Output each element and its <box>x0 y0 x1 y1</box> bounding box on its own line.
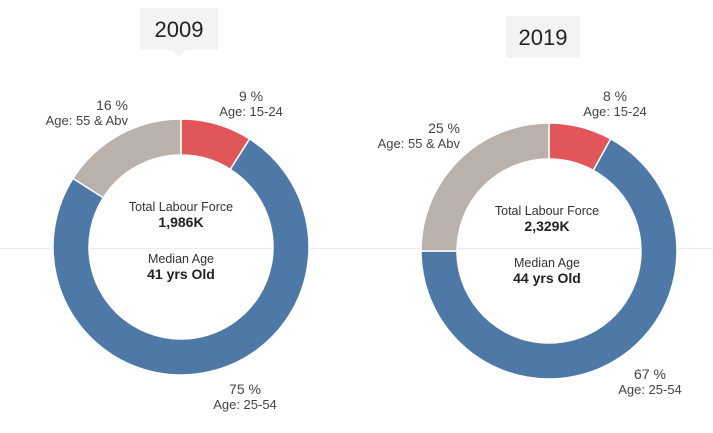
category-label: Age: 15-24 <box>583 104 647 119</box>
value-label: 75 % <box>229 381 261 397</box>
chart-2009-center: Total Labour Force 1,986K Median Age 41 … <box>106 200 256 282</box>
year-title-2019: 2019 <box>506 16 580 58</box>
median-age-label: Median Age <box>147 252 215 266</box>
chart-2019-center: Total Labour Force 2,329K Median Age 44 … <box>472 204 622 286</box>
median-age-value: 44 yrs Old <box>513 270 581 286</box>
median-age-value: 41 yrs Old <box>147 266 215 282</box>
donut-2019-slice-25-54[interactable] <box>420 137 678 380</box>
value-label: 25 % <box>428 120 460 136</box>
donut-2009-slice-55-abv[interactable] <box>71 118 182 199</box>
year-title-tip <box>173 50 185 57</box>
data-label-2019-55-abv: 25 % Age: 55 & Abv <box>350 120 460 152</box>
value-label: 67 % <box>634 366 666 382</box>
category-label: Age: 15-24 <box>219 104 283 119</box>
value-label: 9 % <box>238 88 264 104</box>
category-label: Age: 55 & Abv <box>377 136 460 151</box>
data-label-2019-25-54: 67 % Age: 25-54 <box>600 366 700 398</box>
data-label-2019-15-24: 8 % Age: 15-24 <box>570 88 660 120</box>
total-labour-force-label: Total Labour Force <box>128 200 234 214</box>
background-divider <box>0 248 713 249</box>
data-label-2009-15-24: 9 % Age: 15-24 <box>206 88 296 120</box>
donut-2009-slice-25-54[interactable] <box>52 137 310 376</box>
total-labour-force-value: 1,986K <box>158 214 204 230</box>
category-label: Age: 55 & Abv <box>45 113 128 128</box>
year-title-2009: 2009 <box>140 8 218 50</box>
median-age-label: Median Age <box>513 256 581 270</box>
donut-2019-slice-55-abv[interactable] <box>420 122 550 252</box>
total-labour-force-label: Total Labour Force <box>494 204 600 218</box>
category-label: Age: 25-54 <box>618 382 682 397</box>
value-label: 16 % <box>96 97 128 113</box>
value-label: 8 % <box>602 88 628 104</box>
data-label-2009-25-54: 75 % Age: 25-54 <box>195 381 295 413</box>
data-label-2009-55-abv: 16 % Age: 55 & Abv <box>20 97 128 129</box>
total-labour-force-value: 2,329K <box>524 218 570 234</box>
category-label: Age: 25-54 <box>213 397 277 412</box>
